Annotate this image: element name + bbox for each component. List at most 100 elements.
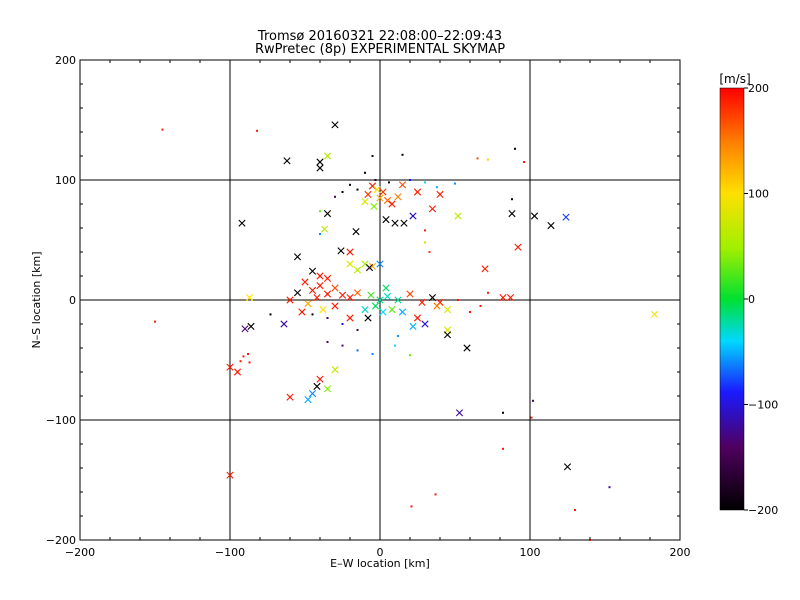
data-point-cross — [383, 196, 392, 204]
data-point-cross — [331, 366, 339, 374]
data-point-cross — [563, 463, 572, 471]
data-point-dot — [326, 317, 329, 319]
data-point-dot — [532, 399, 534, 402]
data-point-cross — [409, 212, 417, 220]
data-point-dot — [574, 509, 576, 511]
data-point-cross — [443, 331, 452, 339]
data-point-cross — [400, 219, 408, 227]
data-point-cross — [320, 225, 329, 233]
y-axis-label: N–S location [km] — [30, 251, 43, 348]
data-point-cross — [308, 390, 317, 398]
data-point-cross — [373, 186, 381, 194]
data-point-cross — [547, 222, 555, 230]
data-point-cross — [361, 198, 369, 206]
data-point-dot — [374, 179, 377, 181]
data-point-cross — [382, 284, 390, 292]
data-point-dot — [311, 313, 314, 316]
colorbar-label: [m/s] — [719, 72, 750, 86]
data-point-cross — [376, 260, 384, 268]
data-point-cross — [413, 188, 422, 196]
data-point-cross — [338, 291, 347, 299]
data-point-dot — [341, 323, 344, 325]
data-point-cross — [323, 152, 332, 160]
data-point-cross — [409, 322, 417, 330]
data-point-dot — [239, 360, 242, 363]
data-point-cross — [319, 306, 327, 314]
data-point-cross — [238, 219, 246, 227]
data-point-cross — [316, 282, 324, 290]
colorbar-gradient — [719, 87, 745, 511]
data-point-cross — [365, 264, 374, 272]
data-point-dot — [326, 341, 329, 343]
colorbar-tick-label: 0 — [748, 293, 755, 306]
data-point-cross — [562, 213, 570, 221]
data-point-dot — [388, 181, 390, 184]
data-point-cross — [418, 298, 426, 306]
data-point-cross — [331, 121, 339, 129]
x-axis-label: E–W location [km] — [330, 557, 430, 570]
data-point-dot — [341, 344, 344, 347]
data-point-dot — [428, 251, 431, 253]
data-point-dot — [356, 329, 359, 331]
data-point-cross — [298, 308, 306, 316]
data-point-dot — [247, 353, 249, 355]
data-point-cross — [443, 306, 452, 314]
data-point-cross — [382, 216, 390, 224]
data-point-dot — [349, 183, 351, 186]
data-point-cross — [364, 190, 372, 198]
data-point-dot — [457, 299, 459, 301]
data-point-dot — [319, 233, 321, 235]
data-point-cross — [371, 302, 380, 310]
data-point-cross — [316, 158, 324, 166]
data-point-dot — [502, 447, 504, 450]
data-point-dot — [424, 181, 426, 184]
data-point-dot — [476, 157, 479, 160]
data-point-cross — [346, 248, 354, 256]
grid-lines — [80, 60, 680, 540]
data-point-cross — [308, 267, 317, 275]
data-point-dot — [434, 493, 437, 496]
data-point-cross — [506, 294, 515, 302]
data-point-cross — [394, 193, 402, 201]
data-point-cross — [226, 363, 234, 371]
data-point-dot — [479, 305, 482, 307]
data-point-cross — [376, 296, 384, 304]
data-point-dot — [341, 191, 344, 193]
data-point-cross — [346, 314, 354, 322]
data-point-cross — [391, 219, 399, 227]
data-point-cross — [283, 157, 291, 165]
data-point-cross — [316, 164, 324, 172]
data-point-cross — [286, 296, 294, 304]
data-point-cross — [346, 294, 354, 302]
x-axis-ticks: −200 −100 0 100 200 — [65, 60, 691, 559]
data-point-cross — [388, 306, 396, 314]
colorbar-tick-label: −100 — [748, 399, 778, 412]
data-point-cross — [367, 291, 375, 299]
data-point-cross — [313, 294, 321, 302]
data-point-cross — [398, 181, 407, 189]
data-point-cross — [353, 266, 362, 274]
colorbar-ticks: 200 100 0 −100 −200 — [744, 82, 778, 517]
data-point-cross — [361, 306, 369, 314]
data-point-dot — [410, 505, 413, 508]
data-point-cross — [379, 308, 387, 316]
data-point-dot — [319, 210, 321, 213]
y-tick-label: 100 — [55, 174, 76, 187]
data-point-dot — [487, 158, 489, 161]
y-tick-label: 200 — [55, 54, 76, 67]
data-point-dot — [397, 335, 399, 337]
data-point-dot — [394, 344, 396, 347]
data-point-dot — [154, 320, 156, 323]
data-point-cross — [323, 210, 332, 218]
data-point-cross — [293, 289, 302, 297]
data-point-cross — [530, 212, 539, 220]
data-point-cross — [241, 325, 249, 333]
data-point-dot — [511, 198, 513, 201]
data-point-dot — [502, 411, 504, 414]
data-point-cross — [331, 284, 339, 292]
data-point-cross — [379, 188, 387, 196]
chart-subtitle: RwPretec (8p) EXPERIMENTAL SKYMAP — [255, 42, 505, 57]
x-tick-label: 200 — [670, 546, 691, 559]
data-point-cross — [650, 310, 659, 318]
data-point-cross — [286, 393, 294, 401]
